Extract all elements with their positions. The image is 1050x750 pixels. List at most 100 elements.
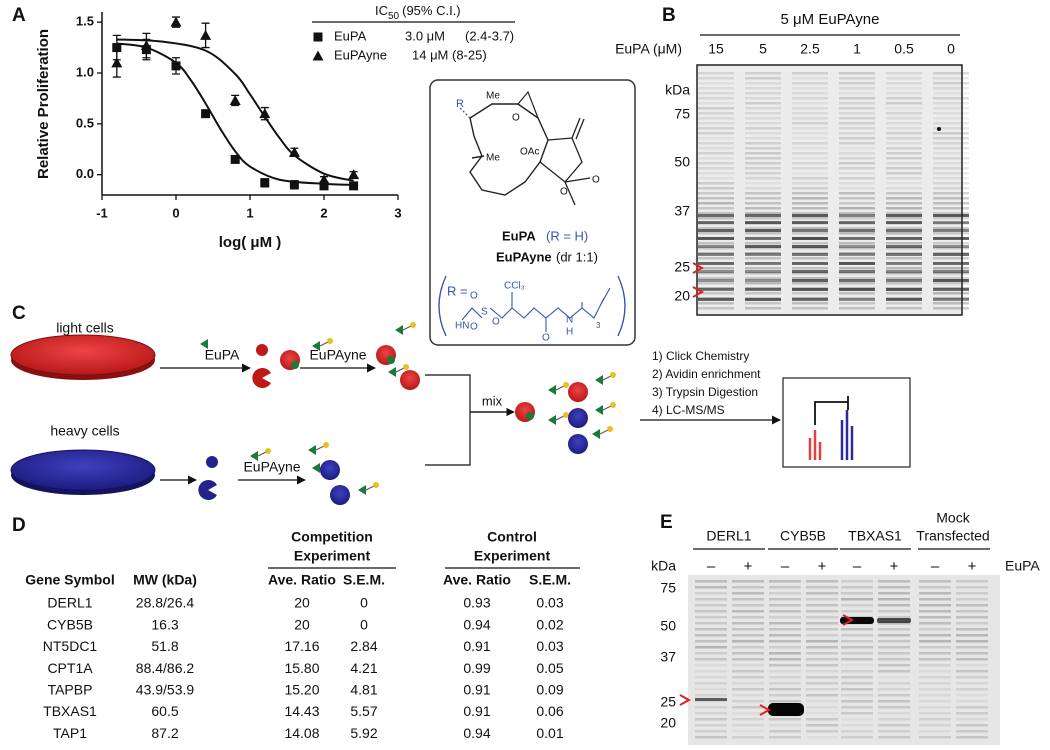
gel-band xyxy=(956,604,988,607)
gel-band xyxy=(769,652,801,655)
gel-band xyxy=(886,307,922,310)
gel-band xyxy=(698,162,734,165)
gel-band xyxy=(792,97,828,100)
marker-triangle xyxy=(259,108,271,119)
gel-band xyxy=(745,247,781,250)
gel-band xyxy=(769,688,801,691)
gel-band xyxy=(841,628,873,631)
table-cell: NT5DC1 xyxy=(43,638,98,654)
gel-band xyxy=(956,670,988,673)
gel-band xyxy=(886,227,922,230)
gel-band xyxy=(806,676,838,679)
legend-label: EuPA xyxy=(334,28,367,43)
gel-band xyxy=(806,610,838,613)
table-cell: CYB5B xyxy=(47,616,93,632)
gel-band xyxy=(839,282,875,285)
gel-band xyxy=(769,634,801,637)
gel-band xyxy=(732,724,764,727)
gel-band xyxy=(841,634,873,637)
gel-band xyxy=(886,207,922,210)
protein-small xyxy=(256,344,268,356)
gel-band xyxy=(769,730,801,733)
gel-band xyxy=(792,107,828,110)
gel-band xyxy=(933,177,969,180)
gel-band xyxy=(732,658,764,661)
gel-title: 5 μM EuPAyne xyxy=(781,11,880,28)
table-cell: DERL1 xyxy=(47,595,92,611)
gel-band xyxy=(792,152,828,155)
gel-band xyxy=(919,646,951,649)
gel-band xyxy=(919,712,951,715)
gel-band xyxy=(792,182,828,185)
group-header: Competition xyxy=(291,529,373,545)
ligand-bound xyxy=(526,412,534,420)
gel-band xyxy=(956,730,988,733)
gel-band xyxy=(698,197,734,200)
gel-band xyxy=(839,247,875,250)
table-cell: 87.2 xyxy=(151,725,178,741)
gel-band xyxy=(745,107,781,110)
gel-band xyxy=(933,232,969,235)
gel-band xyxy=(792,162,828,165)
gel-band xyxy=(745,87,781,90)
table-cell: 0.94 xyxy=(463,725,490,741)
linker xyxy=(257,451,267,457)
gel-band xyxy=(933,162,969,165)
gel-band xyxy=(919,676,951,679)
gel-band xyxy=(745,262,781,265)
gel-band xyxy=(919,592,951,595)
gel-band xyxy=(698,77,734,80)
gel-band xyxy=(806,634,838,637)
gel-band xyxy=(695,736,727,739)
gel-band xyxy=(745,272,781,275)
gel-band xyxy=(769,628,801,631)
table-cell: 51.8 xyxy=(151,638,178,654)
gel-band xyxy=(806,616,838,619)
gel-band xyxy=(878,616,910,619)
fit-curve xyxy=(116,38,354,182)
gel-band xyxy=(745,177,781,180)
gel-band xyxy=(732,592,764,595)
gel-band xyxy=(878,712,910,715)
gel-band xyxy=(792,117,828,120)
y-tick-label: 0.5 xyxy=(76,115,94,130)
gel-band xyxy=(886,221,922,224)
gel-band xyxy=(841,718,873,721)
gel-band xyxy=(769,640,801,643)
gel-band xyxy=(878,694,910,697)
gel-band xyxy=(839,167,875,170)
gel-band xyxy=(877,618,911,623)
biotin xyxy=(607,426,613,432)
biotin xyxy=(327,338,333,344)
band-arrow xyxy=(759,704,772,716)
table-cell: 20 xyxy=(294,595,310,611)
gel-band xyxy=(806,664,838,667)
gel-band xyxy=(698,167,734,170)
gel-band xyxy=(933,262,969,265)
gel-band xyxy=(933,307,969,310)
gel-band xyxy=(792,232,828,235)
gel-band xyxy=(886,288,922,291)
gel-band xyxy=(878,604,910,607)
gel-band xyxy=(956,598,988,601)
gel-band xyxy=(732,664,764,667)
cells-label: heavy cells xyxy=(50,423,119,439)
lane-group-label: Mock xyxy=(936,510,970,526)
gel-band xyxy=(769,592,801,595)
atom-label: S xyxy=(481,307,488,318)
gel-band xyxy=(769,580,801,583)
gel-band xyxy=(841,688,873,691)
gel-band xyxy=(886,292,922,295)
gel-band xyxy=(919,628,951,631)
gel-band xyxy=(839,307,875,310)
gel-band xyxy=(878,706,910,709)
gel-band xyxy=(792,298,828,301)
gel-band xyxy=(698,177,734,180)
gel-band xyxy=(839,279,875,282)
gel-band xyxy=(839,177,875,180)
protocol-step: 2) Avidin enrichment xyxy=(652,367,761,381)
gel-band xyxy=(745,237,781,240)
gel-band xyxy=(792,77,828,80)
kda-marker: 20 xyxy=(660,715,676,731)
